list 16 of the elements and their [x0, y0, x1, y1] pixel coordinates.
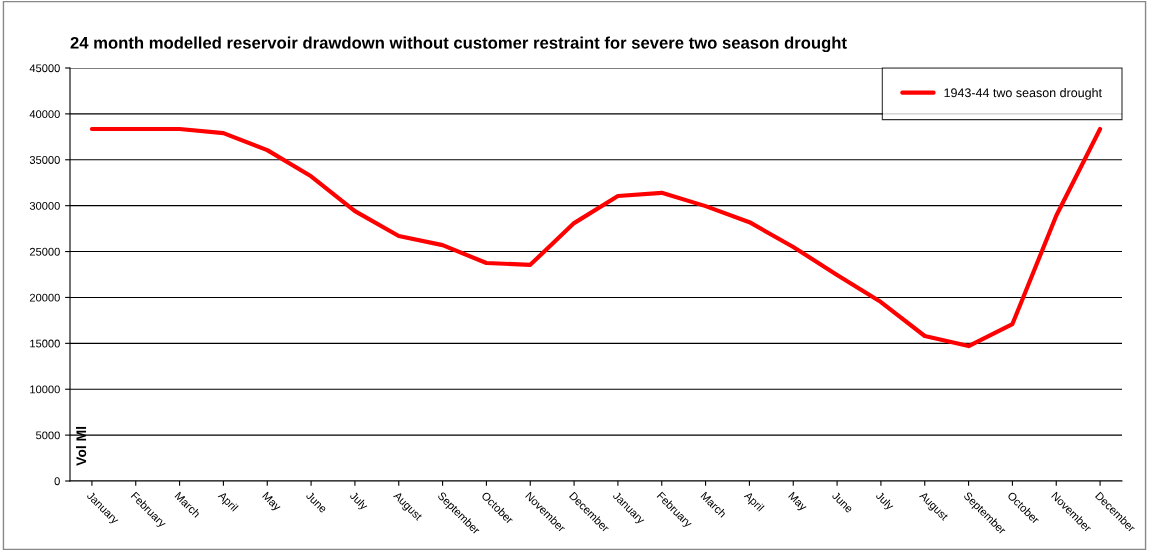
line-series: [89, 126, 1103, 349]
y-tick-label: 15000: [30, 339, 60, 348]
y-tick-label: 5000: [36, 431, 60, 440]
chart-title: 24 month modelled reservoir drawdown without customer restraint for severe two season drought: [70, 36, 847, 53]
y-tick-label: 10000: [30, 385, 60, 394]
x-tick-label: July: [873, 490, 895, 512]
y-tick-label: 25000: [29, 247, 60, 256]
y-tick-label: 45000: [29, 64, 60, 73]
y-tick-label: 30000: [29, 201, 60, 210]
legend-label: 1943-44 two season drought: [944, 88, 1102, 100]
y-axis-title: Vol Ml: [75, 426, 87, 466]
y-tick-label: 35000: [29, 156, 60, 164]
y-tick-label: 40000: [29, 110, 60, 119]
y-tick-label: 0: [54, 477, 60, 486]
y-tick-label: 20000: [29, 293, 60, 302]
x-tick-label: July: [347, 490, 369, 512]
